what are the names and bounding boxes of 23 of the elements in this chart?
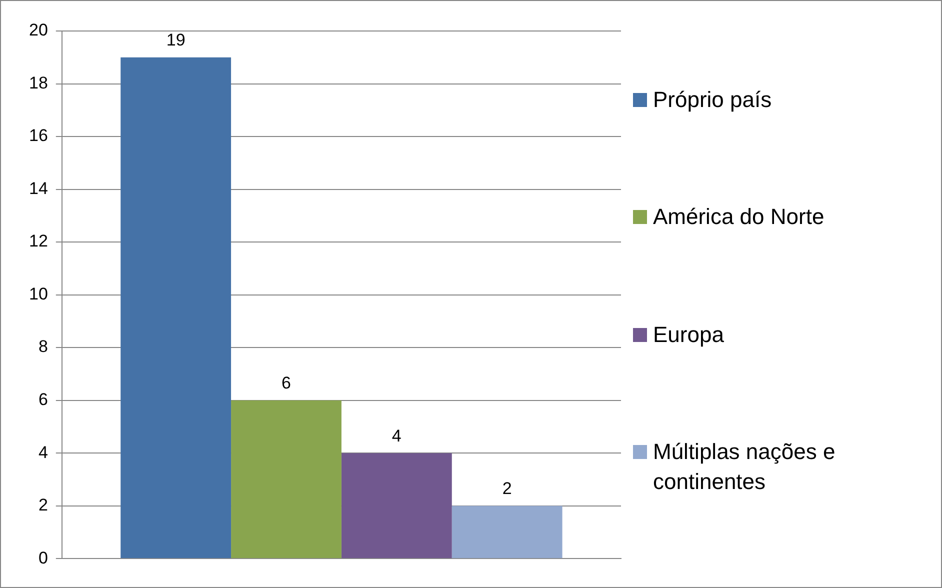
data-label: 4 bbox=[392, 426, 402, 446]
legend-label: América do Norte bbox=[653, 203, 824, 232]
y-tick-label: 10 bbox=[28, 284, 48, 304]
y-tick-label: 14 bbox=[28, 178, 48, 198]
y-tick-label: 4 bbox=[38, 442, 48, 462]
bar bbox=[231, 400, 342, 558]
y-tick-label: 0 bbox=[38, 548, 48, 568]
y-tick-label: 18 bbox=[28, 73, 48, 92]
y-tick-label: 2 bbox=[38, 496, 48, 515]
bar bbox=[120, 57, 232, 558]
data-label: 19 bbox=[166, 30, 186, 50]
legend-label: Múltiplas nações e continentes bbox=[653, 438, 836, 496]
legend-label: Próprio país bbox=[653, 86, 772, 114]
y-tick-label: 8 bbox=[38, 337, 48, 356]
legend-label: Europa bbox=[653, 320, 724, 349]
y-tick-label: 20 bbox=[28, 20, 48, 40]
data-label: 6 bbox=[282, 374, 291, 393]
bar bbox=[341, 453, 452, 558]
y-tick-label: 6 bbox=[38, 390, 48, 410]
data-label: 2 bbox=[502, 479, 512, 498]
y-tick-label: 12 bbox=[28, 232, 48, 251]
bar bbox=[452, 506, 562, 558]
y-tick-label: 16 bbox=[28, 126, 48, 146]
